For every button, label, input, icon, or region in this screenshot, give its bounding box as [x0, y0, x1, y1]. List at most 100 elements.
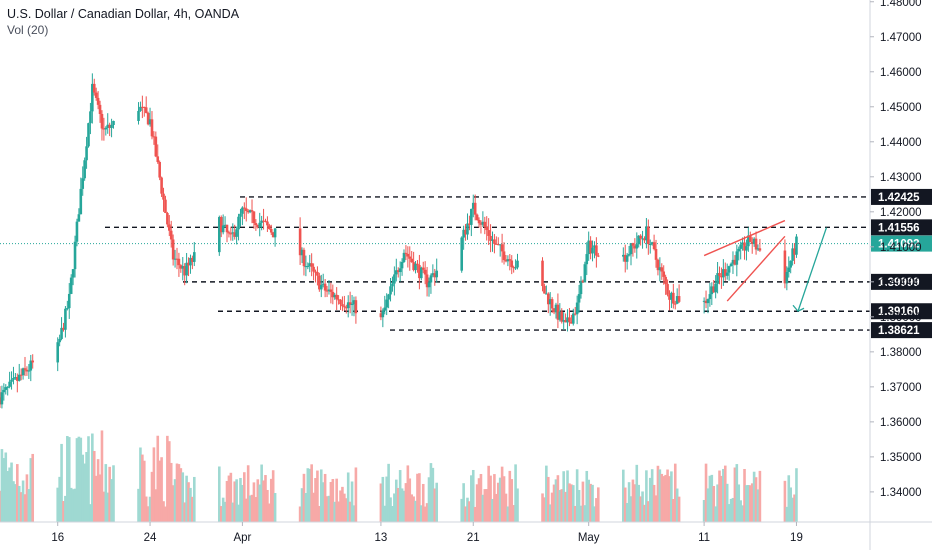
volume-bar: [427, 477, 431, 522]
volume-bar: [423, 506, 427, 522]
volume-bar: [67, 437, 71, 522]
candle-body: [748, 235, 752, 242]
price-tick-label: 1.47000: [880, 32, 922, 44]
candle-body: [302, 249, 306, 267]
candle-body: [575, 302, 579, 315]
volume-bar: [758, 470, 762, 522]
volume-bar: [60, 443, 63, 522]
current-price-label: 1.41092: [878, 239, 920, 251]
candle-body: [418, 265, 421, 279]
time-tick-label: 19: [790, 532, 803, 544]
candle-body: [498, 244, 502, 246]
volume-bar: [658, 469, 662, 522]
candle-body: [16, 377, 19, 381]
volume-bar: [410, 494, 413, 522]
volume-bar: [248, 495, 252, 522]
candle-body: [258, 222, 262, 228]
candle-body: [631, 243, 635, 246]
volume-bar: [477, 478, 481, 522]
volume-bar: [431, 467, 435, 522]
candle-body: [379, 313, 383, 318]
volume-bar: [8, 467, 11, 522]
candle-body: [587, 240, 590, 255]
volume-bar: [23, 494, 27, 522]
candle-body: [298, 228, 302, 256]
volume-bar: [64, 495, 67, 522]
volume-bar: [710, 474, 714, 522]
candle-body: [56, 342, 60, 363]
volume-bar: [100, 430, 104, 522]
candle-body: [73, 241, 77, 270]
candle-body: [423, 269, 427, 275]
candle-body: [102, 128, 106, 130]
volume-bar: [231, 502, 235, 522]
candle-body: [548, 299, 552, 305]
volume-bar: [641, 491, 644, 522]
volume-bar: [262, 480, 265, 522]
candle-body: [146, 112, 150, 125]
candle-body: [304, 266, 308, 268]
volume-bar: [660, 473, 664, 522]
candle-body: [421, 267, 425, 270]
volume-bar: [587, 479, 590, 522]
volume-bar: [233, 481, 237, 522]
candle-body: [589, 240, 592, 254]
candle-body: [246, 210, 250, 213]
volume-bar: [246, 465, 250, 522]
volume-bar: [264, 475, 267, 522]
candle-body: [720, 275, 723, 278]
candle-body: [144, 107, 148, 113]
volume-bar: [789, 487, 792, 522]
candle-body: [231, 232, 235, 234]
volume-bar: [241, 484, 244, 522]
candle-body: [429, 275, 433, 283]
candle-body: [323, 283, 327, 291]
volume-bar: [597, 487, 600, 522]
volume-bar: [589, 483, 592, 522]
price-tick-label: 1.37000: [880, 382, 922, 394]
candle-body: [325, 290, 329, 292]
volume-bar: [498, 477, 502, 522]
candle-body: [704, 300, 708, 304]
volume-bar: [489, 475, 492, 522]
candle-body: [489, 235, 492, 241]
volume-bar: [677, 496, 681, 522]
volume-bar: [712, 485, 716, 522]
candle-body: [741, 242, 744, 245]
volume-bar: [98, 474, 102, 522]
candle-body: [318, 275, 321, 290]
volume-bar: [260, 464, 263, 522]
candle-body: [398, 268, 402, 273]
volume-bar: [31, 453, 35, 522]
candle-body: [554, 304, 558, 313]
candle-body: [354, 300, 358, 314]
candle-body: [77, 214, 81, 222]
price-tick-label: 1.38000: [880, 347, 922, 359]
volume-bar: [750, 483, 754, 522]
price-level-badge: [871, 188, 932, 205]
price-level-badge: [871, 219, 932, 236]
volume-bar: [333, 501, 337, 522]
volume-bar: [219, 506, 223, 522]
volume-bar: [269, 478, 273, 522]
volume-bar: [720, 475, 723, 522]
candle-body: [60, 327, 63, 339]
volume-bar: [343, 493, 346, 522]
candle-body: [225, 224, 229, 233]
volume-bar: [581, 481, 585, 522]
volume-bar: [258, 484, 262, 522]
volume-bar: [89, 504, 92, 522]
candle-body: [108, 124, 111, 128]
volume-bar: [6, 470, 9, 522]
volume-bar: [648, 477, 652, 522]
candle-body: [460, 237, 464, 271]
candle-body: [712, 286, 716, 293]
volume-bar: [668, 476, 671, 522]
candle-body: [67, 293, 71, 309]
candle-body: [25, 369, 29, 372]
candle-body: [750, 241, 754, 244]
candle-body: [416, 263, 419, 266]
